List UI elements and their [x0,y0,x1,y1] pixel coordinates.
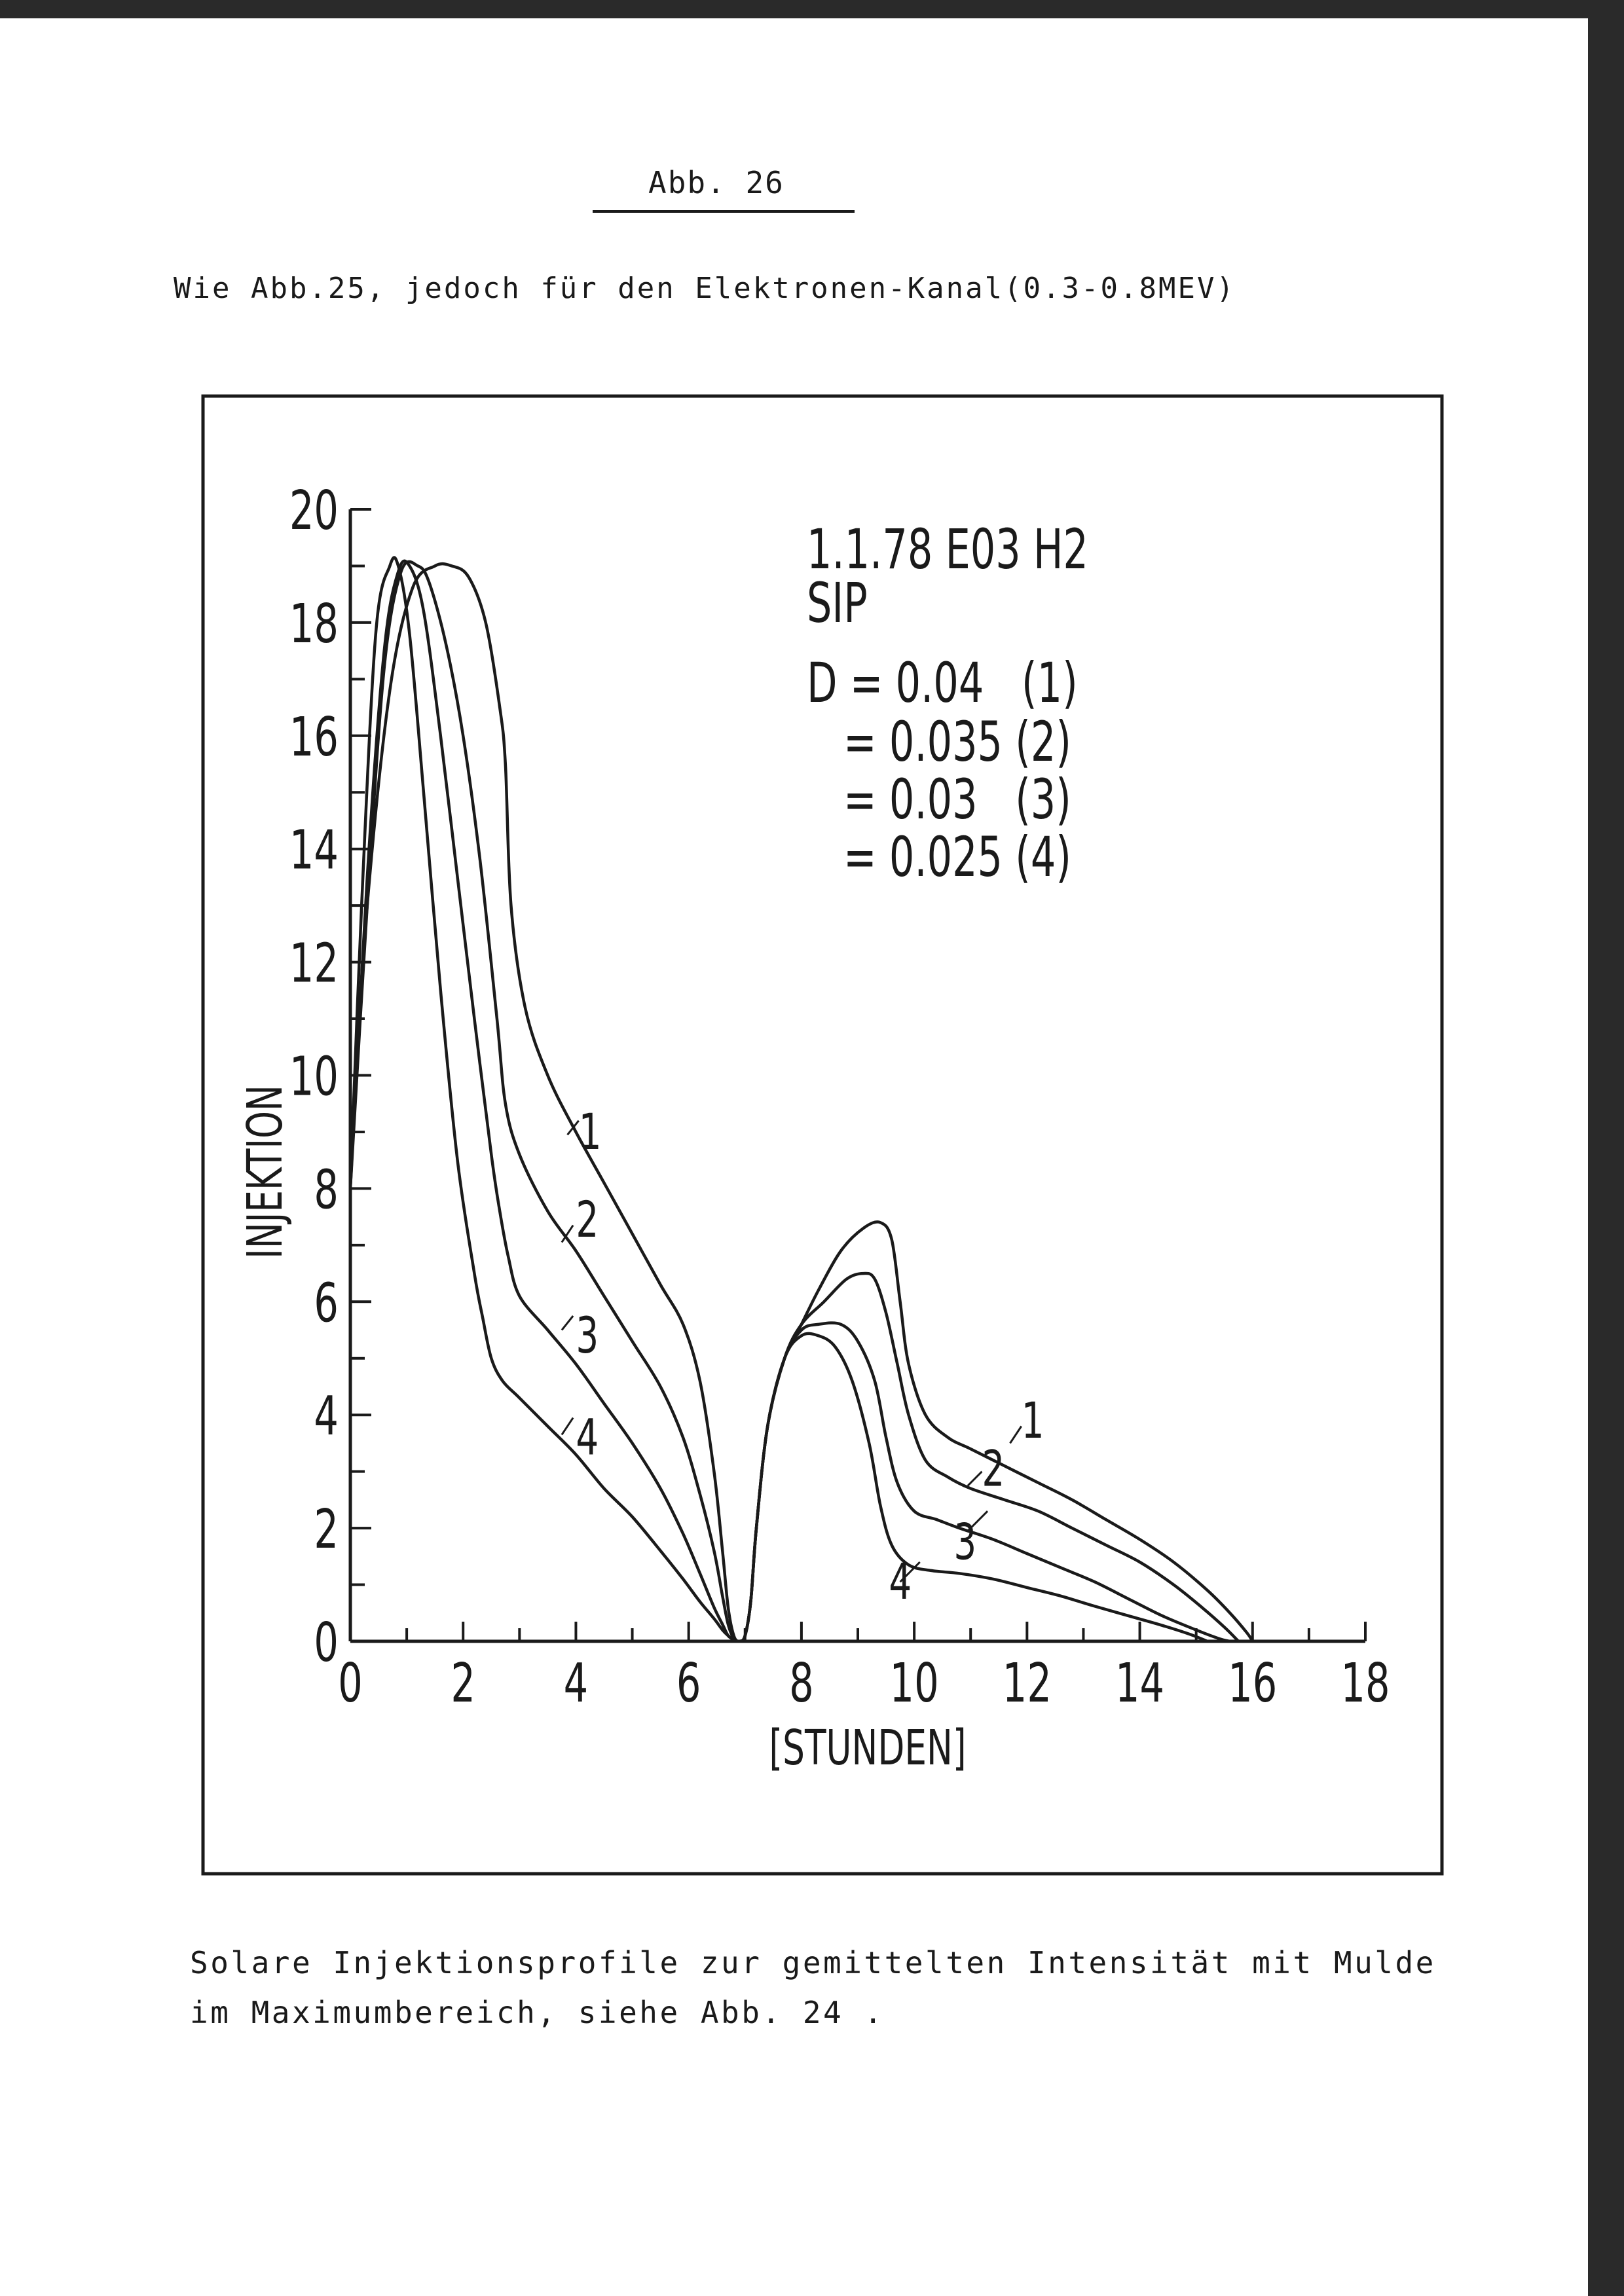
x-tick-label: 10 [890,1652,939,1714]
chart-axes [348,508,1367,1643]
series-line-2 [348,560,1240,1643]
curve-label-right-2: 2 [982,1440,1005,1497]
y-axis-label: INJEKTION [237,1085,293,1259]
curve-label-right-4-leader [899,1561,921,1583]
figure-subtitle: Wie Abb.25, jedoch für den Elektronen-Ka… [174,272,1236,305]
y-tick-label: 6 [314,1272,339,1334]
figure-label: Abb. 26 [648,165,784,200]
curve-label-left-4: 4 [576,1409,599,1467]
legend-entry-1: D = 0.04 (1) [807,651,1078,716]
curve-label-left-2-leader [561,1224,574,1243]
y-tick-label: 4 [314,1385,339,1447]
curve-label-left-1: 1 [579,1103,602,1161]
x-tick-label: 16 [1228,1652,1277,1714]
curve-label-left-3-leader [561,1315,574,1331]
y-tick-label: 8 [314,1159,339,1221]
curve-label-left-2: 2 [576,1191,599,1248]
legend-entry-3: = 0.03 (3) [843,768,1071,832]
legend-entry-4: = 0.025 (4) [843,826,1071,890]
x-tick-label: 4 [564,1652,589,1714]
caption-line-1: Solare Injektionsprofile zur gemittelten… [190,1945,1436,1980]
chart-title-line-2: SIP [807,572,868,636]
chart-title-line-1: 1.1.78 E03 H2 [807,518,1088,582]
x-tick-label: 14 [1115,1652,1164,1714]
chart-frame [201,394,1444,1876]
curve-label-left-1-leader [566,1120,580,1136]
y-tick-label: 2 [314,1498,339,1560]
legend-entry-2: = 0.035 (2) [843,710,1071,774]
y-tick-label: 18 [289,592,339,655]
curve-label-right-3: 3 [953,1514,976,1571]
figure-caption: Solare Injektionsprofile zur gemittelten… [190,1938,1436,2037]
curve-label-right-4: 4 [889,1553,912,1611]
curve-label-right-2-leader [967,1470,983,1487]
figure-label-underline [593,210,855,213]
series-line-4 [348,556,1208,1643]
y-tick-label: 14 [289,819,339,881]
curve-label-right-1: 1 [1022,1392,1044,1449]
x-tick-label: 12 [1003,1652,1052,1714]
document-page [0,18,1588,2296]
x-tick-label: 18 [1340,1652,1390,1714]
y-tick-label: 0 [314,1611,339,1673]
y-tick-label: 20 [289,479,339,541]
x-tick-label: 8 [789,1652,814,1714]
x-tick-label: 0 [338,1652,363,1714]
x-tick-label: 6 [676,1652,701,1714]
curve-label-right-3-leader [967,1510,989,1532]
x-axis-label: [STUNDEN] [769,1720,966,1776]
chart-series [348,556,1254,1643]
y-tick-label: 12 [289,932,339,994]
curve-label-right-1-leader [1009,1425,1022,1444]
curve-label-left-3: 3 [576,1307,599,1364]
y-tick-label: 10 [289,1046,339,1108]
y-tick-label: 16 [289,706,339,768]
curve-label-left-4-leader [561,1417,574,1436]
chart-annotations: 1.1.78 E03 H2 SIP D = 0.04 (1) = 0.035 (… [237,518,1088,1776]
x-tick-label: 2 [451,1652,475,1714]
caption-line-2: im Maximumbereich, siehe Abb. 24 . [190,1995,885,2030]
series-line-3 [348,559,1230,1643]
